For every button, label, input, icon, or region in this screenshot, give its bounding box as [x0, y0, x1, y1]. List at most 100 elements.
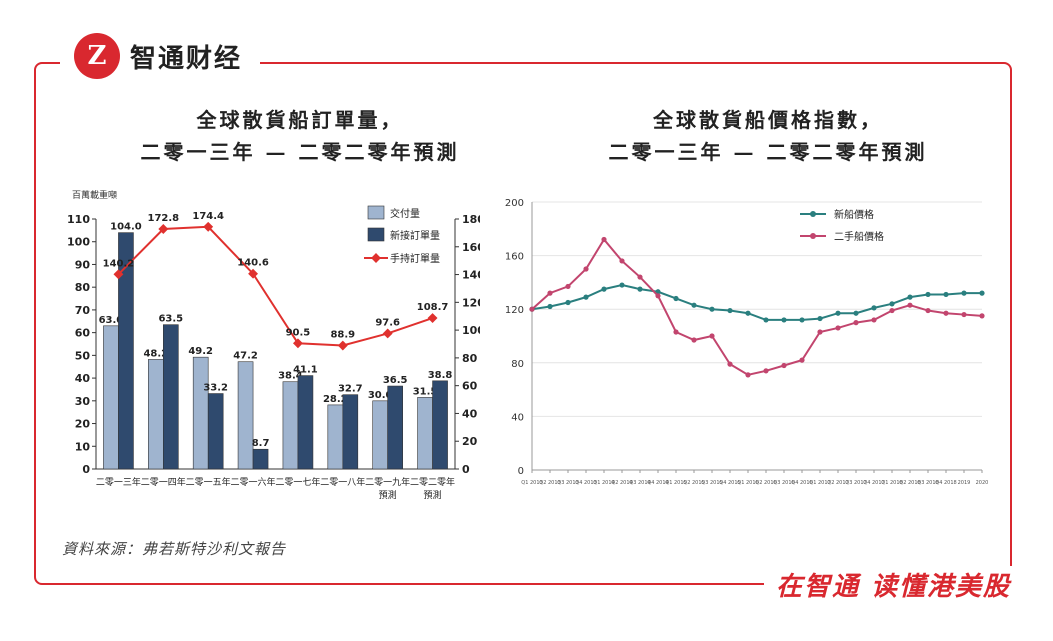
- orderbook-point-label: 140.2: [103, 258, 135, 269]
- left-tick-label: 20: [75, 418, 91, 431]
- new-order-bar: [118, 232, 134, 470]
- orderbook-point: [427, 313, 438, 323]
- new-ship-price-point: [583, 294, 589, 300]
- delivery-bar: [192, 356, 209, 470]
- new-ship-price-point: [817, 315, 823, 322]
- right-tick-label: 160: [462, 241, 480, 254]
- new-order-bar-label: 33.2: [203, 383, 228, 394]
- delivery-bar: [417, 397, 433, 470]
- new-ship-price-point: [961, 290, 967, 296]
- orderbook-point-label: 97.6: [375, 317, 400, 328]
- slogan: 在智通 读懂港美股: [763, 566, 1023, 603]
- delivery-bar-label: 49.2: [188, 346, 213, 357]
- second-hand-price-point: [853, 320, 859, 326]
- orderbook-bar-chart: 百萬載重噸 0 10 20 30 40 50 60 70 80 90 100 110 0 20 40 60 80 1…: [67, 189, 480, 501]
- new-ship-price-point: [637, 286, 643, 292]
- x-tick-label: Q4 2015: [719, 480, 740, 486]
- legend-orderbook-marker: [371, 253, 381, 263]
- new-ship-price-point: [853, 310, 859, 316]
- delivery-bar: [372, 400, 388, 470]
- new-ship-price-point: [745, 310, 751, 316]
- orderbook-point: [382, 328, 393, 339]
- left-tick-label: 60: [75, 327, 91, 340]
- orderbook-point: [158, 224, 169, 234]
- new-ship-price-point: [781, 317, 787, 323]
- right-chart-title-line2: 二零一三年 — 二零二零年預測: [608, 140, 928, 164]
- second-hand-price-point: [979, 313, 985, 319]
- second-hand-price-point: [691, 337, 697, 343]
- second-hand-price-point: [673, 329, 679, 335]
- delivery-bar: [327, 404, 344, 470]
- second-hand-price-point: [763, 368, 769, 374]
- new-ship-price-point: [709, 306, 715, 312]
- new-ship-price-point: [547, 303, 553, 310]
- left-tick-label: 70: [75, 304, 91, 317]
- delivery-bar: [282, 381, 299, 470]
- new-ship-price-point: [835, 310, 841, 316]
- left-tick-label: 90: [75, 258, 91, 271]
- new-ship-price-point: [943, 291, 949, 298]
- delivery-bar-label: 30.0: [368, 390, 393, 401]
- orderbook-point: [337, 340, 348, 351]
- left-tick-label: 30: [75, 395, 91, 408]
- new-order-bar-label: 41.1: [293, 365, 318, 376]
- new-ship-price-point: [907, 294, 913, 300]
- brand-logo: Z 智通财经: [60, 28, 261, 84]
- right-tick-label: 20: [462, 435, 478, 448]
- x-tick-label: Q3 2018: [917, 480, 938, 486]
- x-tick-label: Q2 2016: [755, 480, 776, 486]
- x-tick-label: Q1 2015: [665, 480, 686, 486]
- orderbook-point-label: 172.8: [147, 213, 179, 224]
- orderbook-point-label: 90.5: [286, 327, 311, 338]
- orderbook-line: [117, 225, 433, 347]
- right-tick-label: 180: [462, 213, 480, 226]
- delivery-bar-label: 31.5: [413, 386, 438, 397]
- x-tick-label: Q4 2016: [791, 480, 812, 486]
- new-order-bar-label: 36.5: [383, 375, 408, 386]
- x-category-label: 二零一六年: [231, 476, 276, 488]
- x-tick-label: Q2 2018: [899, 480, 920, 486]
- second-hand-price-point: [655, 293, 661, 299]
- new-ship-price-point: [925, 291, 931, 298]
- y-tick-label: 200: [505, 198, 524, 209]
- left-tick-label: 100: [67, 236, 90, 249]
- second-hand-price-point: [565, 283, 571, 290]
- new-order-bar: [207, 393, 224, 470]
- left-tick-label: 0: [82, 463, 90, 476]
- right-tick-label: 40: [462, 407, 478, 420]
- x-tick-label: Q1 2013: [521, 480, 542, 486]
- new-order-bar-label: 63.5: [158, 314, 183, 325]
- new-ship-price-point: [673, 295, 679, 302]
- delivery-bar-label: 48.2: [143, 348, 168, 359]
- second-hand-price-point: [907, 302, 913, 308]
- new-order-bar: [432, 380, 448, 470]
- x-tick-label: Q1 2018: [881, 480, 902, 486]
- x-tick-label: Q1 2017: [809, 480, 830, 486]
- new-ship-price-point: [763, 317, 769, 323]
- x-tick-label: Q3 2017: [845, 480, 866, 486]
- second-hand-price-point: [871, 317, 877, 323]
- orderbook-point: [248, 268, 259, 279]
- second-hand-price-point: [835, 325, 841, 331]
- new-order-bar: [342, 394, 359, 470]
- x-category-label: 二零一五年: [186, 476, 231, 488]
- legend-second-hand-label: 二手船價格: [834, 230, 884, 243]
- x-tick-label: Q3 2015: [701, 480, 722, 486]
- x-tick-label: Q2 2015: [683, 480, 704, 486]
- x-category-label: 二零一四年: [141, 476, 186, 488]
- second-hand-price-point: [961, 311, 967, 318]
- legend-new-order-label: 新接訂單量: [390, 229, 440, 242]
- right-tick-label: 140: [462, 269, 480, 282]
- second-hand-price-point: [799, 357, 805, 363]
- y-tick-label: 80: [511, 359, 524, 370]
- x-tick-label: Q2 2014: [611, 480, 632, 486]
- new-order-bar: [297, 375, 314, 470]
- delivery-bar-label: 38.4: [278, 371, 303, 382]
- legend-new-ship-marker: [810, 211, 816, 217]
- x-tick-label: Q1 2014: [593, 480, 614, 486]
- y-tick-label: 0: [518, 466, 524, 477]
- right-tick-label: 100: [462, 324, 480, 337]
- left-chart-title-line2: 二零一三年 — 二零二零年預測: [140, 140, 460, 164]
- orderbook-point: [292, 338, 303, 349]
